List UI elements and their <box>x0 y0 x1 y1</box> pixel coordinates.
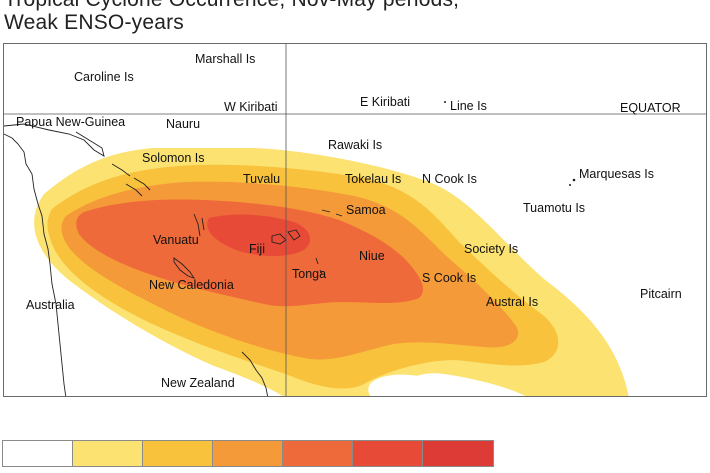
label-papua-new-guinea: Papua New-Guinea <box>16 115 126 129</box>
map-title-line1: Tropical Cyclone Occurrence, Nov-May per… <box>4 0 704 11</box>
label-equator: EQUATOR <box>620 101 681 115</box>
label-s-cook-is: S Cook Is <box>422 271 477 285</box>
legend-swatch-0 <box>3 441 73 466</box>
label-rawaki-is: Rawaki Is <box>328 138 383 152</box>
label-e-kiribati: E Kiribati <box>360 95 411 109</box>
fiji-shape <box>271 229 301 245</box>
australia-coast <box>4 133 67 396</box>
new-zealand-coast <box>241 351 269 396</box>
label-nauru: Nauru <box>166 117 201 131</box>
color-scale-legend <box>2 440 494 467</box>
png-coast <box>4 123 105 157</box>
new-caledonia-shape <box>173 257 196 279</box>
label-tuamotu-is: Tuamotu Is <box>523 201 586 215</box>
label-solomon-is: Solomon Is <box>142 151 205 165</box>
map-title: Tropical Cyclone Occurrence, Nov-May per… <box>4 0 704 34</box>
label-society-is: Society Is <box>464 242 519 256</box>
cyclone-occurrence-map: Marshall Is Caroline Is W Kiribati E Kir… <box>3 43 707 397</box>
line-islands-dot <box>444 101 446 103</box>
label-australia: Australia <box>26 298 75 312</box>
label-tuvalu: Tuvalu <box>243 172 281 186</box>
label-niue: Niue <box>359 249 385 263</box>
label-new-caledonia: New Caledonia <box>149 278 234 292</box>
label-marshall-is: Marshall Is <box>195 52 256 66</box>
label-marquesas-is: Marquesas Is <box>579 167 655 181</box>
label-n-cook-is: N Cook Is <box>422 172 477 186</box>
label-fiji: Fiji <box>249 242 265 256</box>
legend-swatch-4 <box>283 441 353 466</box>
legend-swatch-6 <box>423 441 493 466</box>
occurrence-band-5 <box>207 214 311 256</box>
samoa-shape <box>321 209 343 217</box>
label-tokelau-is: Tokelau Is <box>345 172 402 186</box>
label-line-is: Line Is <box>450 99 487 113</box>
legend-swatch-1 <box>73 441 143 466</box>
label-pitcairn: Pitcairn <box>640 287 682 301</box>
label-new-zealand: New Zealand <box>161 376 235 390</box>
label-w-kiribati: W Kiribati <box>224 100 278 114</box>
label-samoa: Samoa <box>346 203 386 217</box>
vanuatu-shape <box>193 213 205 237</box>
tonga-shape <box>315 257 323 275</box>
low-occurrence-area <box>368 374 446 396</box>
label-caroline-is: Caroline Is <box>74 70 134 84</box>
marquesas-islands-dot <box>572 178 576 182</box>
tuamotu-islands-dot <box>569 184 571 186</box>
map-title-line2: Weak ENSO-years <box>4 11 184 34</box>
label-tonga: Tonga <box>292 267 327 281</box>
legend-swatch-2 <box>143 441 213 466</box>
label-vanuatu: Vanuatu <box>153 233 199 247</box>
legend-swatch-5 <box>353 441 423 466</box>
map-canvas <box>4 44 706 396</box>
solomon-islands-shape <box>111 163 151 197</box>
legend-swatch-3 <box>213 441 283 466</box>
label-austral-is: Austral Is <box>486 295 539 309</box>
